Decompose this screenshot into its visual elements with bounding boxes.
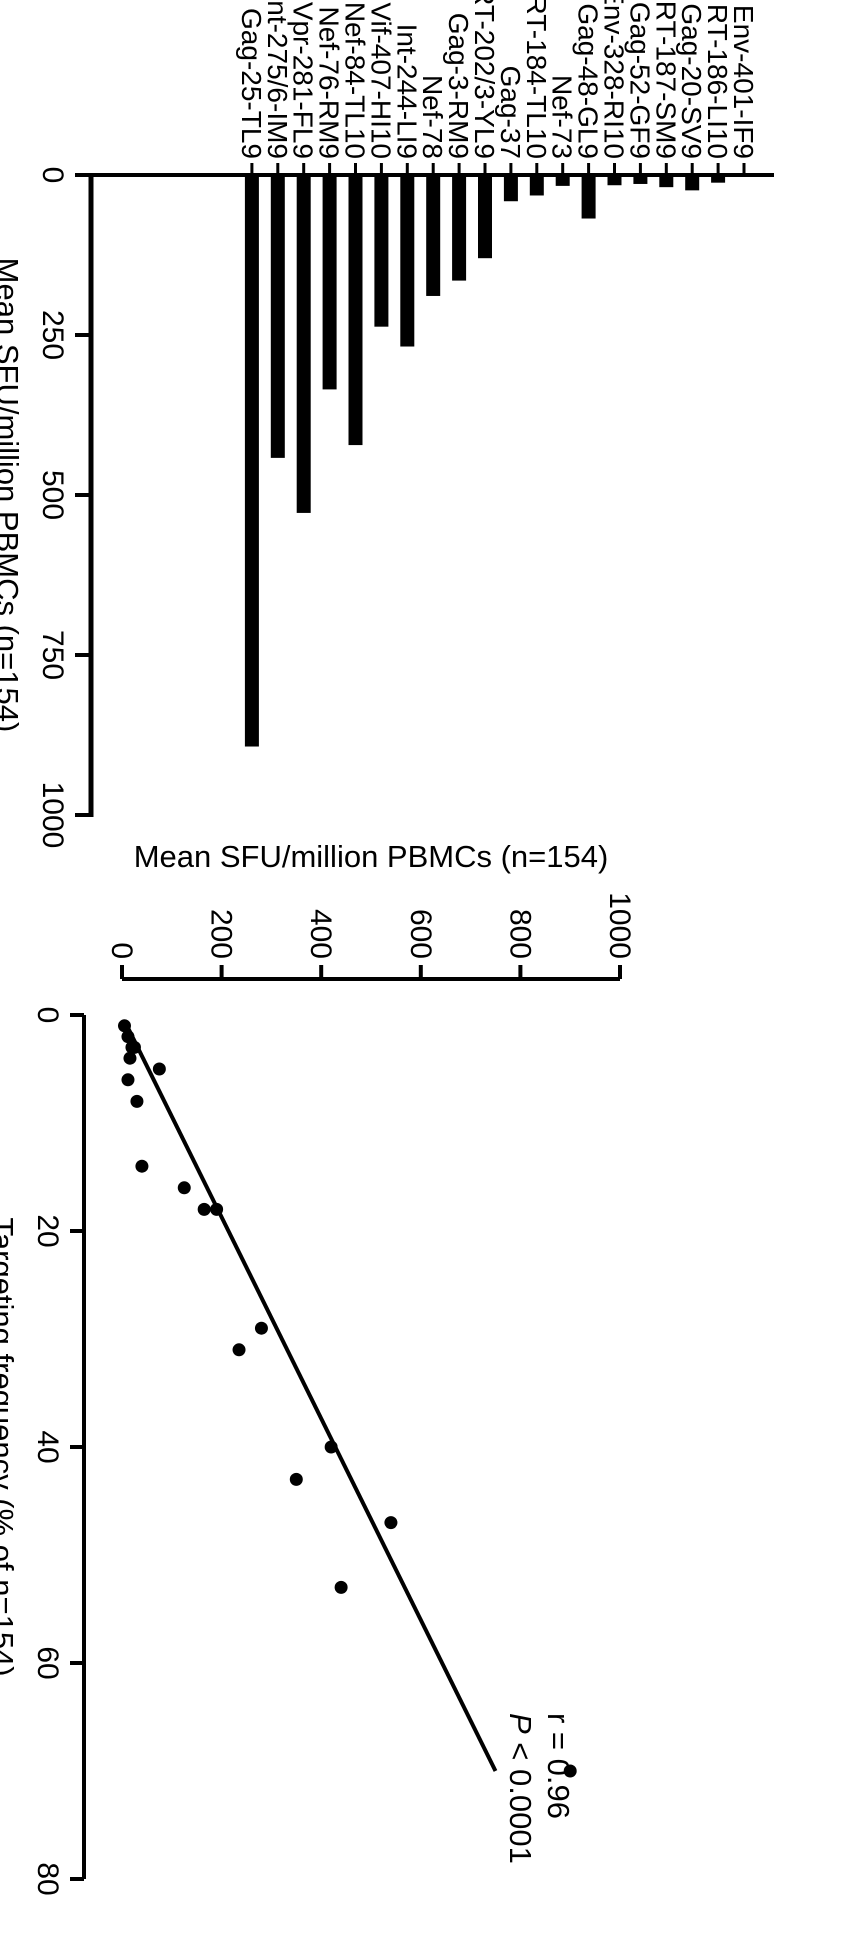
scatter-points: [117, 1019, 577, 1778]
bar: [685, 175, 700, 191]
bar-chart-category-label: RT-184-TL10: [521, 0, 552, 159]
scatter-point: [117, 1019, 131, 1033]
p-value-annotation: P < 0.0001: [503, 1713, 538, 1864]
bar-chart-value-axis-label: Mean SFU/million PBMCs (n=154): [0, 258, 25, 733]
scatter-point: [152, 1062, 166, 1076]
scatter-y-tick-label: 800: [503, 909, 536, 959]
bar-chart-ticks: 0 250 500 750 1000: [36, 167, 91, 849]
scatter-point: [384, 1516, 398, 1530]
bar-chart-value-tick-label: 0: [36, 167, 69, 184]
scatter-point: [563, 1764, 577, 1778]
bar: [244, 175, 259, 747]
bar-chart-category-label: Gag-48-GL9: [573, 3, 604, 159]
scatter-point: [210, 1202, 224, 1216]
bar-chart-category-label: Env-401-IF9: [728, 5, 759, 159]
bar-chart-category-label: Gag-52-GF9: [624, 2, 655, 159]
bar: [478, 175, 492, 259]
bar: [607, 175, 622, 186]
bar: [400, 175, 415, 347]
scatter-point: [121, 1030, 135, 1044]
scatter-point: [121, 1073, 135, 1087]
bar: [503, 175, 518, 202]
bar: [452, 175, 467, 281]
scatter-point: [177, 1181, 191, 1195]
bar-chart-category-label: Gag-25-TL9: [236, 8, 267, 159]
scatter-y-tick-label: 200: [205, 909, 238, 959]
bar-chart-category-label: Gag-3-RM9: [443, 13, 474, 159]
bar-chart-category-label: Gag-37: [495, 66, 526, 159]
bar: [374, 175, 389, 327]
scatter-y-axis-label: Mean SFU/million PBMCs (n=154): [134, 839, 609, 874]
bar: [581, 175, 596, 219]
bar: [348, 175, 363, 446]
bar: [555, 175, 570, 186]
bar-chart-category-label: Nef-84-TL10: [340, 2, 371, 159]
scatter-y-tick-label: 1000: [603, 892, 636, 959]
scatter-x-ticks: 0 20 40 60 80: [31, 1007, 84, 1896]
scatter-x-tick-label: 20: [31, 1214, 64, 1247]
scatter-x-tick-label: 60: [31, 1646, 64, 1679]
bar-chart-category-label: Gag-20-SV9: [676, 3, 707, 159]
bar-chart-category-label: RT-186-LI10: [702, 4, 733, 159]
bar: [426, 175, 441, 296]
scatter-x-axis-label: Targeting frequency (% of n=154): [0, 1217, 20, 1676]
scatter-y-tick-label: 400: [304, 909, 337, 959]
scatter-point: [197, 1202, 211, 1216]
scatter-chart: 0 20 40 60 80 0 200 400 600 800 1000 Targeting fr…: [0, 839, 636, 1896]
bar: [659, 175, 674, 188]
scatter-x-tick-label: 40: [31, 1430, 64, 1463]
scatter-y-ticks: 0 200 400 600 800 1000: [105, 892, 636, 979]
scatter-point: [127, 1040, 141, 1054]
scatter-x-tick-label: 0: [31, 1007, 64, 1024]
bar-chart-bars: [244, 175, 726, 747]
bar: [322, 175, 337, 390]
scatter-y-tick-label: 0: [105, 942, 138, 959]
p-value-symbol: P: [503, 1713, 538, 1734]
correlation-r-annotation: r = 0.96: [541, 1713, 576, 1819]
regression-line: [125, 1024, 498, 1772]
scatter-point: [123, 1051, 137, 1065]
bar-chart-category-label: Int-275/6-IM9: [262, 0, 293, 159]
scatter-point: [334, 1580, 348, 1594]
bar-chart-category-label: Env-328-RI10: [599, 0, 630, 159]
bar-chart-value-tick-label: 250: [36, 310, 69, 360]
p-value-text: < 0.0001: [503, 1734, 538, 1864]
bar-chart: 0 250 500 750 1000 Gag-25-TL9Int-275/6-IM9Vp…: [0, 0, 774, 848]
bar-chart-value-tick-label: 500: [36, 470, 69, 520]
bar-chart-category-label: Nef-73: [547, 75, 578, 159]
bar-chart-category-label: Vif-407-HI10: [365, 2, 396, 159]
scatter-x-tick-label: 80: [31, 1862, 64, 1895]
bar-chart-category-label: Int-244-LI9: [391, 24, 422, 159]
bar: [296, 175, 311, 513]
bar-chart-category-label: RT-187-SM9: [650, 1, 681, 159]
bar-chart-category-label: Nef-78: [417, 75, 448, 159]
bar-chart-value-tick-label: 1000: [36, 782, 69, 849]
bar: [529, 175, 544, 196]
bar-chart-category-label: Vpr-281-FL9: [288, 2, 319, 159]
scatter-point: [130, 1094, 144, 1108]
bar-chart-value-tick-label: 750: [36, 630, 69, 680]
scatter-y-tick-label: 600: [404, 909, 437, 959]
bar-chart-category-label: RT-202/3-YL9: [469, 0, 500, 159]
scatter-point: [232, 1343, 246, 1357]
bar: [633, 175, 648, 184]
scatter-point: [254, 1321, 268, 1335]
scatter-point: [135, 1159, 149, 1173]
scatter-point: [289, 1472, 303, 1486]
bar-chart-category-labels: Gag-25-TL9Int-275/6-IM9Vpr-281-FL9Nef-76…: [236, 0, 759, 175]
scatter-point: [324, 1440, 338, 1454]
bar-chart-category-label: Nef-76-RM9: [314, 7, 345, 159]
bar: [270, 175, 285, 458]
